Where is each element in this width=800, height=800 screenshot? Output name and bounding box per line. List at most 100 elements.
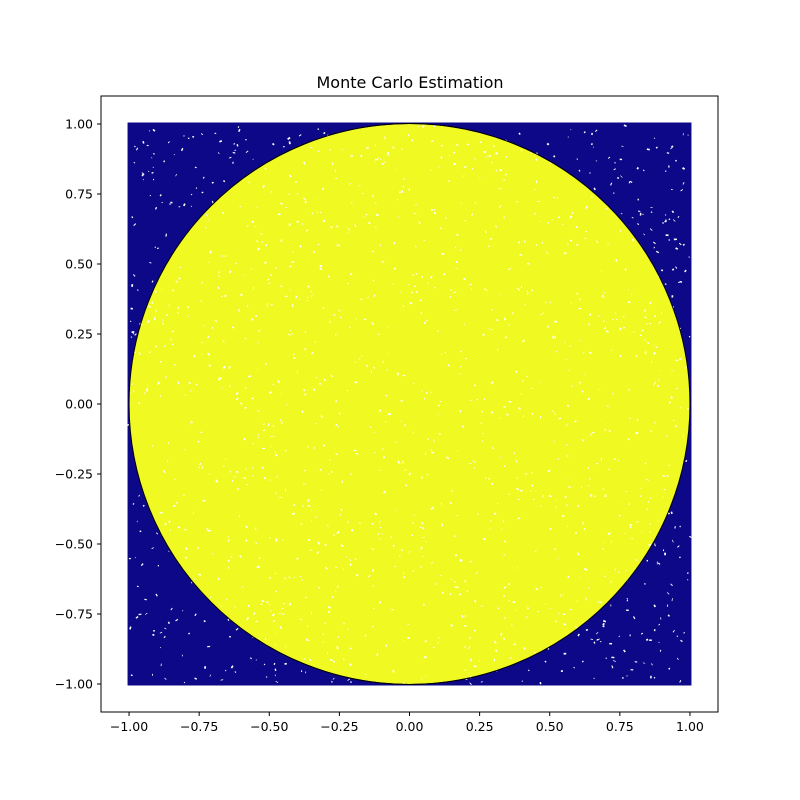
point-gap	[248, 375, 252, 378]
point-gap	[549, 608, 551, 610]
point-gap	[534, 212, 536, 215]
point-gap	[423, 397, 425, 400]
point-gap	[420, 546, 423, 549]
point-gap	[424, 321, 426, 325]
point-gap	[549, 162, 551, 165]
point-gap	[582, 521, 585, 525]
point-gap	[655, 346, 658, 349]
point-gap	[159, 194, 162, 197]
point-gap	[231, 326, 235, 329]
point-gap	[177, 381, 180, 385]
point-gap	[224, 669, 227, 672]
point-gap	[647, 501, 650, 503]
point-gap	[496, 502, 499, 505]
point-gap	[455, 267, 458, 270]
point-gap	[644, 308, 647, 312]
point-gap	[437, 330, 439, 333]
point-gap	[663, 489, 666, 491]
point-gap	[260, 233, 263, 235]
point-gap	[271, 613, 275, 617]
point-gap	[556, 196, 559, 199]
point-gap	[427, 438, 429, 441]
point-gap	[430, 209, 434, 211]
point-gap	[569, 608, 572, 611]
point-gap	[374, 144, 377, 147]
point-gap	[388, 154, 390, 156]
point-gap	[540, 505, 542, 507]
point-gap	[628, 181, 631, 184]
x-axis: −1.00 −0.75 −0.50 −0.25 0.00 0.25 0.50 0.75 1.00	[110, 712, 704, 734]
point-gap	[588, 322, 590, 326]
point-gap	[348, 182, 352, 186]
point-gap	[604, 494, 607, 498]
point-gap	[627, 301, 631, 304]
point-gap	[160, 663, 162, 667]
point-gap	[581, 660, 584, 663]
point-gap	[130, 674, 133, 676]
point-gap	[365, 364, 369, 368]
point-gap	[664, 283, 667, 285]
point-gap	[284, 450, 287, 452]
point-gap	[575, 226, 578, 229]
point-gap	[220, 605, 222, 607]
point-gap	[445, 217, 447, 219]
point-gap	[503, 617, 506, 619]
point-gap	[682, 166, 686, 170]
point-gap	[339, 316, 342, 319]
point-gap	[625, 490, 627, 493]
point-gap	[244, 337, 247, 340]
x-tick-label: 0.75	[606, 719, 634, 734]
point-gap	[621, 145, 624, 148]
point-gap	[369, 426, 372, 429]
point-gap	[257, 341, 260, 343]
point-gap	[203, 620, 206, 623]
point-gap	[491, 381, 494, 384]
point-gap	[395, 168, 397, 170]
point-gap	[516, 477, 518, 479]
point-gap	[633, 331, 635, 334]
point-gap	[446, 456, 450, 460]
point-gap	[252, 286, 254, 290]
point-gap	[545, 251, 549, 254]
point-gap	[307, 504, 311, 508]
point-gap	[588, 351, 592, 355]
point-gap	[609, 642, 613, 645]
point-gap	[565, 358, 567, 361]
point-gap	[371, 625, 374, 628]
point-gap	[292, 251, 294, 254]
point-gap	[224, 255, 227, 257]
point-gap	[680, 406, 682, 409]
point-gap	[502, 520, 505, 523]
point-gap	[684, 269, 687, 273]
point-gap	[589, 172, 591, 174]
point-gap	[261, 466, 264, 469]
point-gap	[263, 476, 267, 480]
point-gap	[511, 312, 514, 315]
point-gap	[234, 605, 236, 608]
point-gap	[270, 436, 273, 438]
point-gap	[503, 540, 507, 543]
point-gap	[366, 147, 369, 149]
point-gap	[274, 668, 277, 672]
point-gap	[164, 523, 167, 526]
point-gap	[146, 144, 149, 147]
point-gap	[675, 266, 678, 269]
point-gap	[676, 635, 679, 637]
point-gap	[350, 529, 354, 532]
point-gap	[613, 660, 617, 662]
point-gap	[408, 550, 411, 553]
point-gap	[283, 577, 287, 580]
point-gap	[154, 317, 156, 321]
point-gap	[305, 229, 309, 232]
point-gap	[603, 291, 605, 294]
point-gap	[522, 380, 524, 383]
point-gap	[379, 526, 382, 529]
point-gap	[482, 432, 484, 435]
point-gap	[310, 290, 312, 293]
point-gap	[597, 600, 600, 604]
point-gap	[374, 158, 377, 161]
point-gap	[185, 547, 188, 551]
point-gap	[657, 384, 660, 387]
point-gap	[585, 205, 588, 209]
point-gap	[136, 520, 138, 523]
